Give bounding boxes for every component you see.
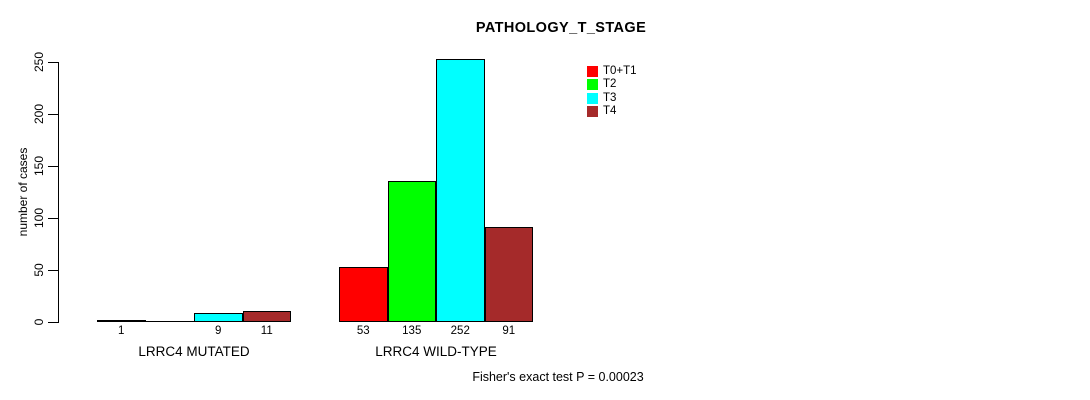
y-tick-label: 0	[32, 318, 46, 326]
y-tick-label: 200	[32, 103, 46, 124]
group-label: LRRC4 WILD-TYPE	[375, 344, 497, 359]
chart-title: PATHOLOGY_T_STAGE	[475, 20, 647, 36]
legend-swatch	[587, 66, 598, 77]
y-tick-label: 50	[32, 263, 46, 277]
bar-value-label: 11	[260, 325, 273, 337]
legend-label: T3	[603, 91, 617, 104]
bar	[97, 320, 146, 322]
bar	[194, 312, 243, 322]
bar-value-label: 53	[356, 325, 370, 337]
bar	[242, 310, 291, 322]
y-tick-label: 150	[32, 155, 46, 176]
y-tick	[48, 113, 58, 115]
bar-value-label: 1	[118, 325, 125, 337]
bar-value-label: 9	[215, 325, 222, 337]
legend-label: T0+T1	[603, 65, 637, 77]
y-axis-label: number of cases	[16, 147, 30, 237]
stat-test-note: Fisher's exact test P = 0.00023	[472, 370, 644, 384]
bar-value-label: 91	[502, 325, 516, 337]
bar	[145, 320, 194, 322]
bar-value-label: 252	[450, 325, 470, 337]
group-label: LRRC4 MUTATED	[138, 344, 250, 359]
y-axis-line	[58, 61, 59, 323]
y-tick	[48, 322, 58, 323]
legend-label: T2	[603, 78, 617, 91]
y-tick	[48, 165, 58, 167]
bar-value-label: 135	[402, 325, 422, 337]
bar	[339, 266, 388, 322]
bar	[387, 181, 436, 322]
bar	[436, 59, 485, 322]
legend-swatch	[587, 106, 598, 118]
legend-swatch	[587, 79, 598, 91]
y-tick	[48, 269, 58, 271]
y-tick	[48, 217, 58, 219]
legend-label: T4	[603, 105, 617, 118]
bar	[484, 227, 533, 322]
y-tick-label: 250	[32, 51, 46, 72]
legend-swatch	[587, 92, 598, 104]
y-tick	[48, 61, 58, 63]
y-tick-label: 100	[32, 207, 46, 228]
